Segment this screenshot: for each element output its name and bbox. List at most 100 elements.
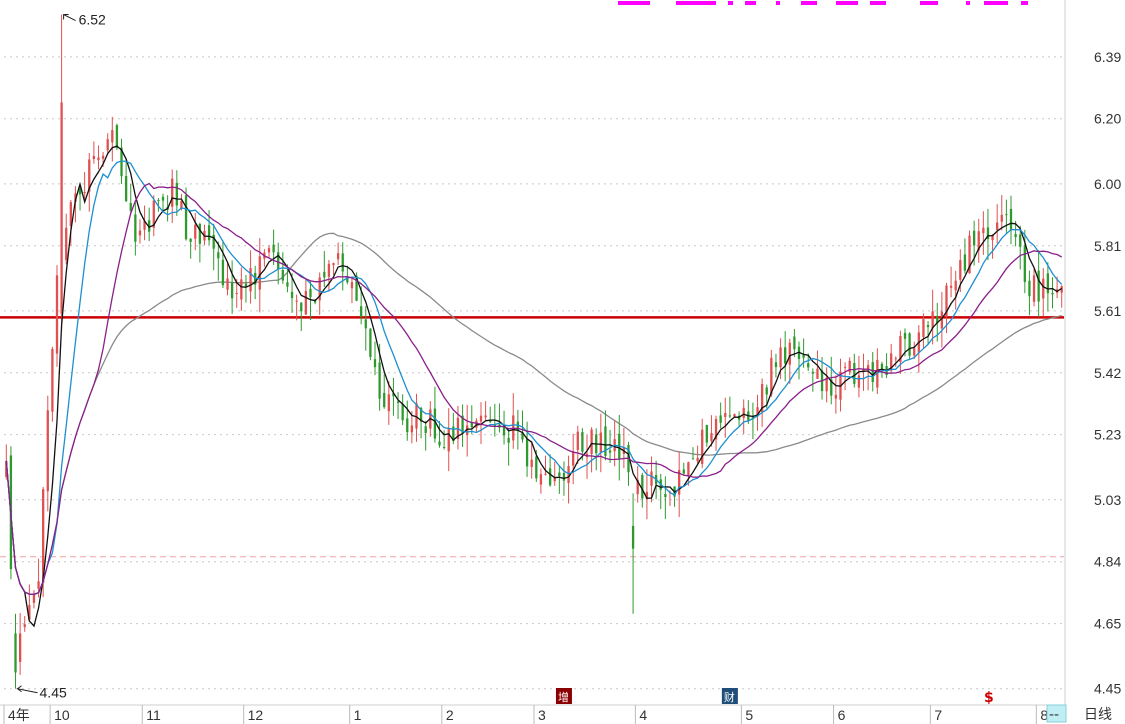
indicator-dash xyxy=(801,1,817,5)
candle-body xyxy=(327,263,331,277)
price-tick-label: 4.45 xyxy=(1094,681,1121,697)
candle-body xyxy=(931,311,934,329)
ma-line-20 xyxy=(5,182,1063,595)
candle-body xyxy=(802,354,805,358)
candle-body xyxy=(295,300,298,302)
candle-body xyxy=(848,360,851,373)
candle-body xyxy=(682,469,685,474)
candle-body xyxy=(92,155,96,160)
price-tick-label: 5.23 xyxy=(1094,427,1121,443)
candle-body xyxy=(124,175,128,202)
candle-body xyxy=(470,422,473,428)
candle-body xyxy=(447,428,450,452)
candle-body xyxy=(161,196,165,201)
candle-body xyxy=(1009,208,1013,230)
candle-body xyxy=(954,280,957,291)
candle-body xyxy=(687,462,690,476)
candle-body xyxy=(728,415,732,417)
indicator-dash xyxy=(966,1,970,5)
candle-body xyxy=(230,282,234,299)
candle-body xyxy=(714,418,718,440)
candle-body xyxy=(401,404,404,421)
ma-line-5 xyxy=(5,145,1063,628)
event-badge-box xyxy=(555,688,572,704)
candle-body xyxy=(221,259,225,286)
candle-body xyxy=(171,178,174,207)
candle-body xyxy=(258,256,261,290)
candle-body xyxy=(572,451,575,466)
candle-body xyxy=(742,407,745,419)
candle-body xyxy=(46,410,49,492)
price-tick-label: 6.00 xyxy=(1094,176,1121,192)
candle-body xyxy=(129,202,132,212)
candle-body xyxy=(360,306,363,317)
candle-body xyxy=(51,348,54,412)
candle-body xyxy=(406,418,409,433)
candle-body xyxy=(88,159,91,192)
candle-body xyxy=(765,387,768,395)
candle-body xyxy=(913,348,916,356)
candle-body xyxy=(32,594,36,603)
candle-body xyxy=(346,276,349,283)
month-label: 4 xyxy=(639,707,647,723)
candle-body xyxy=(539,474,543,485)
candle-body xyxy=(756,407,759,417)
candle-body xyxy=(825,377,828,392)
candle-body xyxy=(378,362,381,399)
candle-body xyxy=(1019,234,1022,247)
period-selector: -- 日线 xyxy=(1046,704,1112,723)
candle-body xyxy=(194,224,197,239)
candle-body xyxy=(318,277,321,301)
candle-body xyxy=(567,466,570,483)
candle-body xyxy=(475,420,478,428)
candle-body xyxy=(899,336,902,362)
candle-body xyxy=(313,300,317,303)
candle-body xyxy=(396,401,400,403)
candle-body xyxy=(641,474,644,499)
candle-body xyxy=(111,130,114,143)
indicator-dash xyxy=(676,1,716,5)
candle-body xyxy=(701,429,704,465)
candle-body xyxy=(286,282,289,287)
period-box-label[interactable]: -- xyxy=(1049,707,1059,723)
candle-body xyxy=(364,319,367,329)
candle-body xyxy=(530,459,533,468)
candle-body xyxy=(857,375,861,388)
candle-body xyxy=(945,285,948,317)
candle-body xyxy=(189,238,192,242)
candle-body xyxy=(788,342,791,365)
indicator-dash xyxy=(1021,1,1028,5)
candle-body xyxy=(373,359,377,368)
price-tick-label: 6.20 xyxy=(1094,111,1121,127)
candle-body xyxy=(1060,286,1063,293)
candle-body xyxy=(963,254,967,271)
candle-body xyxy=(535,456,538,479)
candles-layer xyxy=(5,14,1063,689)
candle-body xyxy=(724,413,727,418)
time-axis: 4年 10 11 12 1 2 3 4 5 6 7 8 xyxy=(0,704,1064,724)
candle-body xyxy=(636,479,639,495)
candle-body xyxy=(410,425,414,433)
month-label: 8 xyxy=(1040,707,1048,723)
period-label[interactable]: 日线 xyxy=(1084,707,1112,723)
event-badge-label: 增 xyxy=(558,690,569,704)
candle-body xyxy=(751,415,755,420)
period-box[interactable] xyxy=(1046,704,1067,723)
extreme-markers: 6.52 4.45 xyxy=(16,12,106,701)
low-marker-label: 4.45 xyxy=(40,685,67,701)
candle-body xyxy=(544,473,547,475)
price-tick-label: 5.42 xyxy=(1094,365,1121,381)
candle-body xyxy=(115,125,119,148)
indicator-dash xyxy=(920,1,938,5)
candle-body xyxy=(157,200,160,202)
candle-body xyxy=(774,362,778,368)
low-marker-arrow xyxy=(17,688,38,694)
candle-body xyxy=(894,358,897,360)
candle-body xyxy=(936,316,939,324)
candle-body xyxy=(793,336,796,350)
candle-body xyxy=(866,365,870,371)
month-label: 11 xyxy=(146,707,161,723)
candle-body xyxy=(576,431,579,450)
indicator-dash xyxy=(745,1,756,5)
candle-body xyxy=(489,420,492,422)
